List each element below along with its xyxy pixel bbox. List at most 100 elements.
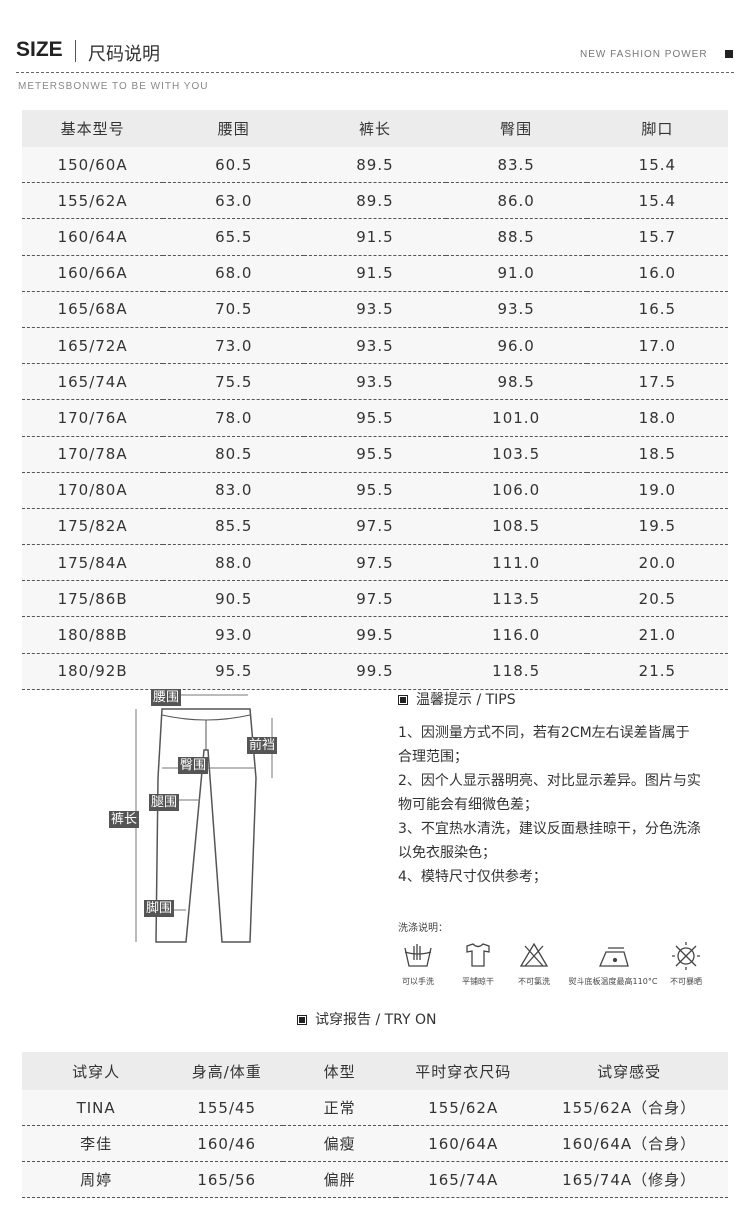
table-row: 周婷 165/56 偏胖 165/74A 165/74A（修身）	[22, 1161, 728, 1198]
table-cell: 99.5	[304, 653, 446, 690]
table-cell: 21.0	[586, 616, 728, 654]
table-cell: 周婷	[22, 1161, 171, 1198]
table-cell: 正常	[283, 1090, 397, 1126]
table-cell: 19.0	[586, 472, 728, 509]
table-cell: 165/74A	[22, 363, 164, 401]
table-cell: 170/78A	[22, 436, 164, 473]
table-cell: 17.5	[586, 363, 728, 401]
table-cell: 91.5	[304, 255, 446, 292]
table-cell: 16.0	[586, 255, 728, 292]
table-cell: 17.0	[586, 327, 728, 365]
table-cell: 93.5	[304, 291, 446, 328]
table-cell: 65.5	[163, 218, 305, 256]
care-label: 不可暴晒	[670, 977, 702, 986]
table-cell: 165/74A	[396, 1161, 531, 1198]
table-cell: 20.5	[586, 580, 728, 618]
care-item: 不可暴晒	[651, 940, 721, 987]
table-cell: 95.5	[304, 399, 446, 437]
table-cell: 160/64A（合身）	[530, 1125, 728, 1162]
column-header: 身高/体重	[170, 1052, 284, 1090]
table-cell: 75.5	[163, 363, 305, 401]
column-header: 基本型号	[22, 110, 164, 147]
table-cell: 18.0	[586, 399, 728, 437]
table-cell: 106.0	[445, 472, 587, 509]
table-cell: TINA	[22, 1090, 171, 1126]
table-cell: 73.0	[163, 327, 305, 365]
table-cell: 20.0	[586, 544, 728, 582]
care-item: 不可氯洗	[499, 940, 569, 987]
table-cell: 99.5	[304, 616, 446, 654]
table-cell: 83.5	[445, 147, 587, 184]
table-cell: 170/76A	[22, 399, 164, 437]
header-divider	[16, 72, 734, 73]
table-cell: 93.5	[304, 363, 446, 401]
table-cell: 160/64A	[396, 1125, 531, 1162]
table-cell: 18.5	[586, 436, 728, 473]
table-cell: 偏瘦	[283, 1125, 397, 1162]
table-cell: 91.5	[304, 218, 446, 256]
table-cell: 180/92B	[22, 653, 164, 690]
care-label: 熨斗底板温度最高110°C	[568, 977, 658, 986]
table-row: 155/62A 63.0 89.5 86.0 15.4	[22, 182, 728, 220]
diagram-label-hip: 臀围	[178, 757, 209, 774]
dry-flat-icon	[466, 943, 490, 967]
square-icon	[725, 50, 733, 58]
column-header: 平时穿衣尺码	[396, 1052, 531, 1090]
table-row: 160/66A 68.0 91.5 91.0 16.0	[22, 255, 728, 292]
table-row: 170/76A 78.0 95.5 101.0 18.0	[22, 399, 728, 437]
column-header: 腰围	[163, 110, 305, 147]
table-row: 165/68A 70.5 93.5 93.5 16.5	[22, 291, 728, 328]
care-item: 熨斗底板温度最高110°C	[553, 940, 673, 987]
table-cell: 93.5	[445, 291, 587, 328]
tips-title-text: 温馨提示 / TIPS	[416, 692, 516, 708]
table-cell: 80.5	[163, 436, 305, 473]
table-cell: 70.5	[163, 291, 305, 328]
table-cell: 偏胖	[283, 1161, 397, 1198]
table-cell: 83.0	[163, 472, 305, 509]
try-on-table: 试穿人 身高/体重 体型 平时穿衣尺码 试穿感受 TINA 155/45 正常 155/62A 1…	[22, 1052, 728, 1198]
tips-title: 温馨提示 / TIPS	[398, 688, 516, 712]
table-cell: 68.0	[163, 255, 305, 292]
table-row: 175/82A 85.5 97.5 108.5 19.5	[22, 508, 728, 546]
tip-item: 3、不宜热水清洗，建议反面悬挂晾干，分色洗涤以免衣服染色；	[398, 821, 701, 861]
care-title: 洗涤说明：	[398, 923, 448, 934]
table-row: 180/92B 95.5 99.5 118.5 21.5	[22, 653, 728, 690]
no-sun-icon	[672, 942, 700, 970]
table-cell: 21.5	[586, 653, 728, 690]
diagram-label-thigh: 腿围	[149, 794, 180, 811]
table-cell: 97.5	[304, 544, 446, 582]
table-cell: 118.5	[445, 653, 587, 690]
diagram-label-front_rise: 前裆	[247, 737, 278, 754]
care-label: 不可氯洗	[518, 977, 550, 986]
table-cell: 101.0	[445, 399, 587, 437]
no-bleach-icon	[519, 942, 549, 967]
care-item: 可以手洗	[383, 940, 453, 987]
table-row: 175/84A 88.0 97.5 111.0 20.0	[22, 544, 728, 582]
tagline: NEW FASHION POWER	[580, 49, 708, 60]
column-header: 体型	[283, 1052, 397, 1090]
page-title: SIZE	[16, 38, 63, 61]
size-table: 基本型号 腰围 裤长 臀围 脚口 150/60A 60.5 89.5 83.5 15.4 155/6…	[22, 110, 728, 690]
table-cell: 113.5	[445, 580, 587, 618]
table-cell: 89.5	[304, 182, 446, 220]
table-cell: 93.5	[304, 327, 446, 365]
table-cell: 90.5	[163, 580, 305, 618]
tryon-title-text: 试穿报告 / TRY ON	[315, 1012, 437, 1028]
table-cell: 李佳	[22, 1125, 171, 1162]
table-cell: 85.5	[163, 508, 305, 546]
iron-icon	[599, 947, 629, 967]
table-cell: 16.5	[586, 291, 728, 328]
care-label: 平铺晾干	[462, 977, 494, 986]
table-cell: 95.5	[304, 436, 446, 473]
table-cell: 160/64A	[22, 218, 164, 256]
column-header: 臀围	[445, 110, 587, 147]
subtitle: METERSBONWE TO BE WITH YOU	[18, 81, 209, 92]
column-header: 试穿感受	[530, 1052, 728, 1090]
table-row: 180/88B 93.0 99.5 116.0 21.0	[22, 616, 728, 654]
table-cell: 175/84A	[22, 544, 164, 582]
table-row: 160/64A 65.5 91.5 88.5 15.7	[22, 218, 728, 256]
table-cell: 116.0	[445, 616, 587, 654]
column-header: 裤长	[304, 110, 446, 147]
table-cell: 170/80A	[22, 472, 164, 509]
table-cell: 155/62A	[22, 182, 164, 220]
